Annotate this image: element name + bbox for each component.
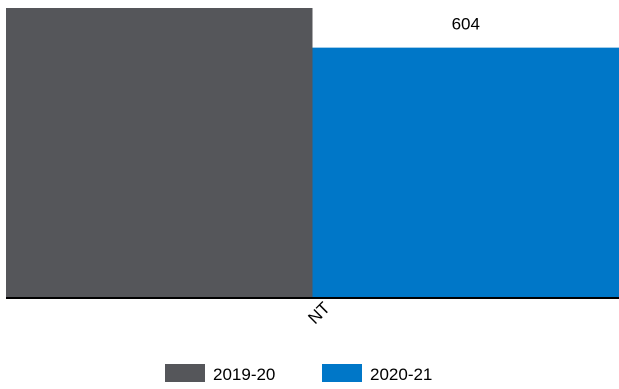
bar-2019-20-NT <box>6 8 313 297</box>
legend-swatch-2019-20 <box>165 364 205 382</box>
legend-label-2019-20: 2019-20 <box>213 365 275 384</box>
legend: 2019-20 2020-21 <box>165 364 432 384</box>
bar-2020-21-NT <box>313 48 619 297</box>
bars-group <box>6 8 619 297</box>
data-labels-group: 604 <box>452 15 480 34</box>
legend-label-2020-21: 2020-21 <box>370 365 432 384</box>
legend-swatch-2020-21 <box>322 364 362 382</box>
x-tick-label-nt: NT <box>304 298 333 327</box>
data-label-2020-21: 604 <box>452 15 480 34</box>
